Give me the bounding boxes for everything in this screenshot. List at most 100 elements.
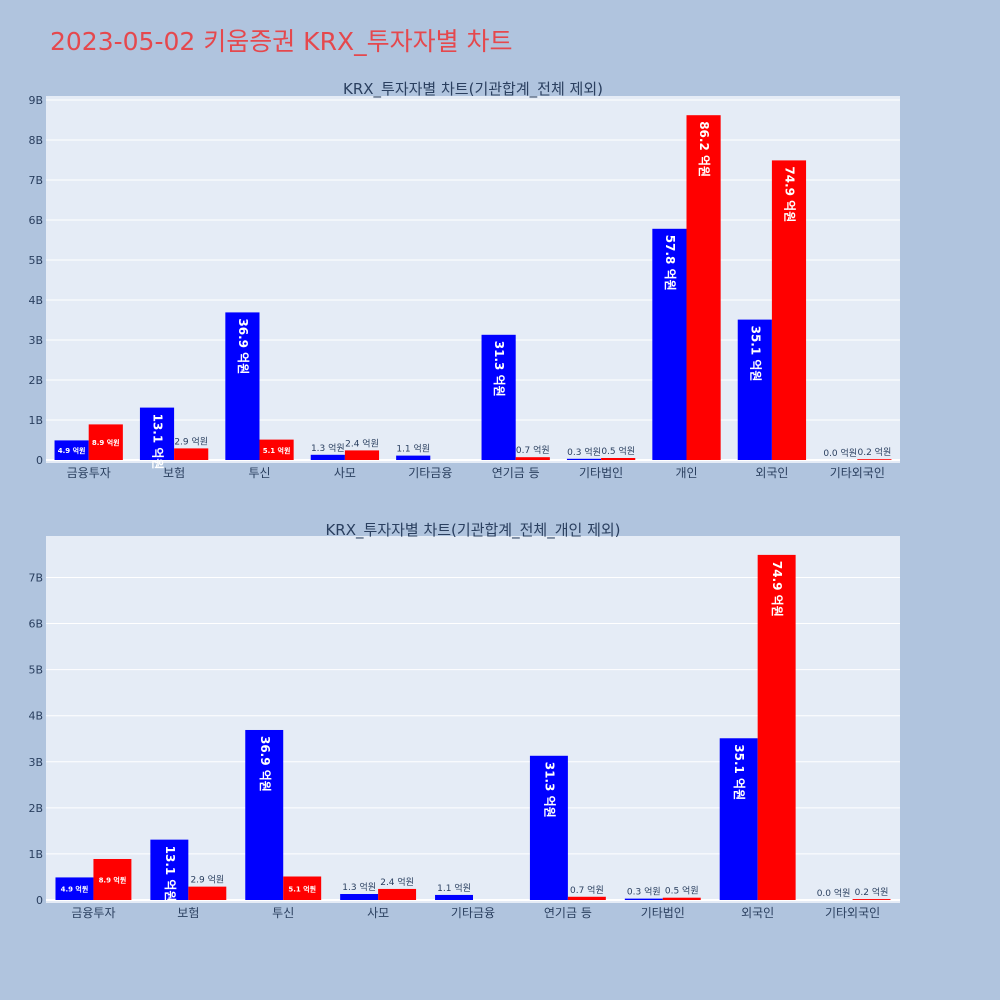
- bar: [624, 898, 663, 900]
- x-tick-label: 보험: [177, 906, 199, 920]
- data-label: 1.1 억원: [396, 443, 430, 455]
- bar: [567, 896, 606, 900]
- bar: [662, 897, 701, 900]
- data-label: 35.1 억원: [732, 744, 746, 800]
- y-tick-label: 5B: [28, 664, 43, 677]
- bar: [771, 160, 807, 460]
- y-tick-label: 5B: [28, 254, 43, 267]
- y-tick-label: 0: [36, 454, 43, 467]
- data-label: 74.9 억원: [770, 561, 784, 617]
- x-tick-label: 외국인: [755, 466, 788, 480]
- bar: [857, 459, 892, 460]
- data-label: 0.0 억원: [817, 887, 851, 899]
- data-label: 0.5 억원: [665, 885, 699, 897]
- x-tick-label: 투신: [272, 906, 294, 920]
- bar: [515, 457, 550, 460]
- chart-title: KRX_투자자별 차트(기관합계_전체 제외): [343, 80, 603, 99]
- x-tick-label: 기타외국인: [830, 466, 885, 480]
- y-tick-label: 6B: [28, 214, 43, 227]
- chart-title: KRX_투자자별 차트(기관합계_전체_개인 제외): [325, 521, 620, 540]
- x-tick-label: 기타금융: [408, 466, 452, 480]
- x-tick-label: 투신: [248, 466, 270, 480]
- y-tick-label: 4B: [28, 294, 43, 307]
- chart-2: KRX_투자자별 차트(기관합계_전체_개인 제외) 0 1B 2B 3B 4B 5B 6B 7…: [28, 521, 900, 920]
- data-label: 1.1 억원: [437, 882, 471, 894]
- y-tick-label: 0: [36, 894, 43, 907]
- data-label: 2.9 억원: [174, 435, 208, 447]
- data-label: 31.3 억원: [492, 341, 506, 397]
- page-title: 2023-05-02 키움증권 KRX_투자자별 차트: [50, 27, 513, 56]
- data-label: 2.4 억원: [380, 876, 414, 888]
- data-label: 36.9 억원: [258, 736, 272, 792]
- x-tick-label: 기타법인: [579, 466, 623, 480]
- y-tick-label: 3B: [28, 334, 43, 347]
- bar: [757, 554, 796, 900]
- bar: [435, 894, 473, 900]
- bar: [88, 424, 123, 460]
- data-label: 0.7 억원: [570, 884, 604, 896]
- data-label: 0.7 억원: [516, 444, 550, 456]
- bar: [529, 755, 568, 900]
- y-tick-label: 8B: [28, 134, 43, 147]
- data-label: 4.9 억원: [61, 885, 89, 894]
- data-label: 36.9 억원: [236, 318, 250, 374]
- bar: [283, 876, 322, 900]
- bar: [344, 450, 380, 460]
- bar: [737, 319, 772, 460]
- data-label: 1.3 억원: [311, 442, 345, 454]
- bar: [481, 334, 516, 460]
- y-tick-label: 4B: [28, 710, 43, 723]
- data-label: 2.9 억원: [190, 874, 224, 886]
- bar: [174, 448, 209, 460]
- data-label: 57.8 억원: [663, 235, 677, 291]
- y-tick-label: 2B: [28, 374, 43, 387]
- y-tick-label: 6B: [28, 618, 43, 631]
- data-label: 13.1 억원: [151, 414, 165, 470]
- x-tick-label: 기타외국인: [825, 906, 880, 920]
- data-label: 86.2 억원: [697, 121, 711, 177]
- data-label: 31.3 억원: [542, 762, 556, 818]
- bar: [852, 899, 891, 900]
- data-label: 13.1 억원: [163, 846, 177, 902]
- x-tick-label: 개인: [675, 466, 697, 480]
- bar: [259, 439, 294, 460]
- y-tick-label: 9B: [28, 94, 43, 107]
- x-tick-label: 금융투자: [71, 906, 115, 920]
- y-tick-label: 7B: [28, 571, 43, 584]
- x-tick-label: 외국인: [741, 906, 774, 920]
- x-tick-label: 기타법인: [641, 906, 685, 920]
- data-label: 0.5 억원: [601, 445, 635, 457]
- data-label: 0.3 억원: [567, 446, 601, 458]
- data-label: 4.9 억원: [58, 446, 86, 455]
- data-label: 74.9 억원: [782, 166, 796, 222]
- bar: [93, 858, 132, 900]
- data-label: 2.4 억원: [345, 437, 379, 449]
- x-tick-label: 보험: [163, 466, 185, 480]
- x-tick-label: 연기금 등: [492, 466, 540, 480]
- x-tick-label: 기타금융: [451, 906, 495, 920]
- y-tick-label: 1B: [28, 848, 43, 861]
- bar: [719, 738, 758, 900]
- y-tick-label: 1B: [28, 414, 43, 427]
- bar: [139, 407, 175, 460]
- data-label: 1.3 억원: [342, 881, 376, 893]
- y-tick-label: 3B: [28, 756, 43, 769]
- x-tick-label: 사모: [367, 906, 389, 920]
- bar: [652, 228, 687, 460]
- data-label: 0.0 억원: [823, 447, 857, 459]
- data-label: 35.1 억원: [748, 326, 762, 382]
- bar: [686, 115, 721, 460]
- bar: [566, 458, 602, 460]
- data-label: 0.3 억원: [627, 886, 661, 898]
- chart-1: KRX_투자자별 차트(기관합계_전체 제외) 0 1B 2B 3B 4B 5B 6B 7B 8B…: [28, 80, 900, 480]
- bar: [601, 458, 636, 460]
- data-label: 8.9 억원: [99, 875, 127, 884]
- bar: [225, 312, 260, 460]
- x-tick-label: 사모: [334, 466, 356, 480]
- bar: [378, 888, 417, 900]
- bar: [340, 894, 379, 900]
- bar: [310, 454, 345, 460]
- bar: [55, 877, 94, 900]
- data-label: 8.9 억원: [92, 438, 120, 447]
